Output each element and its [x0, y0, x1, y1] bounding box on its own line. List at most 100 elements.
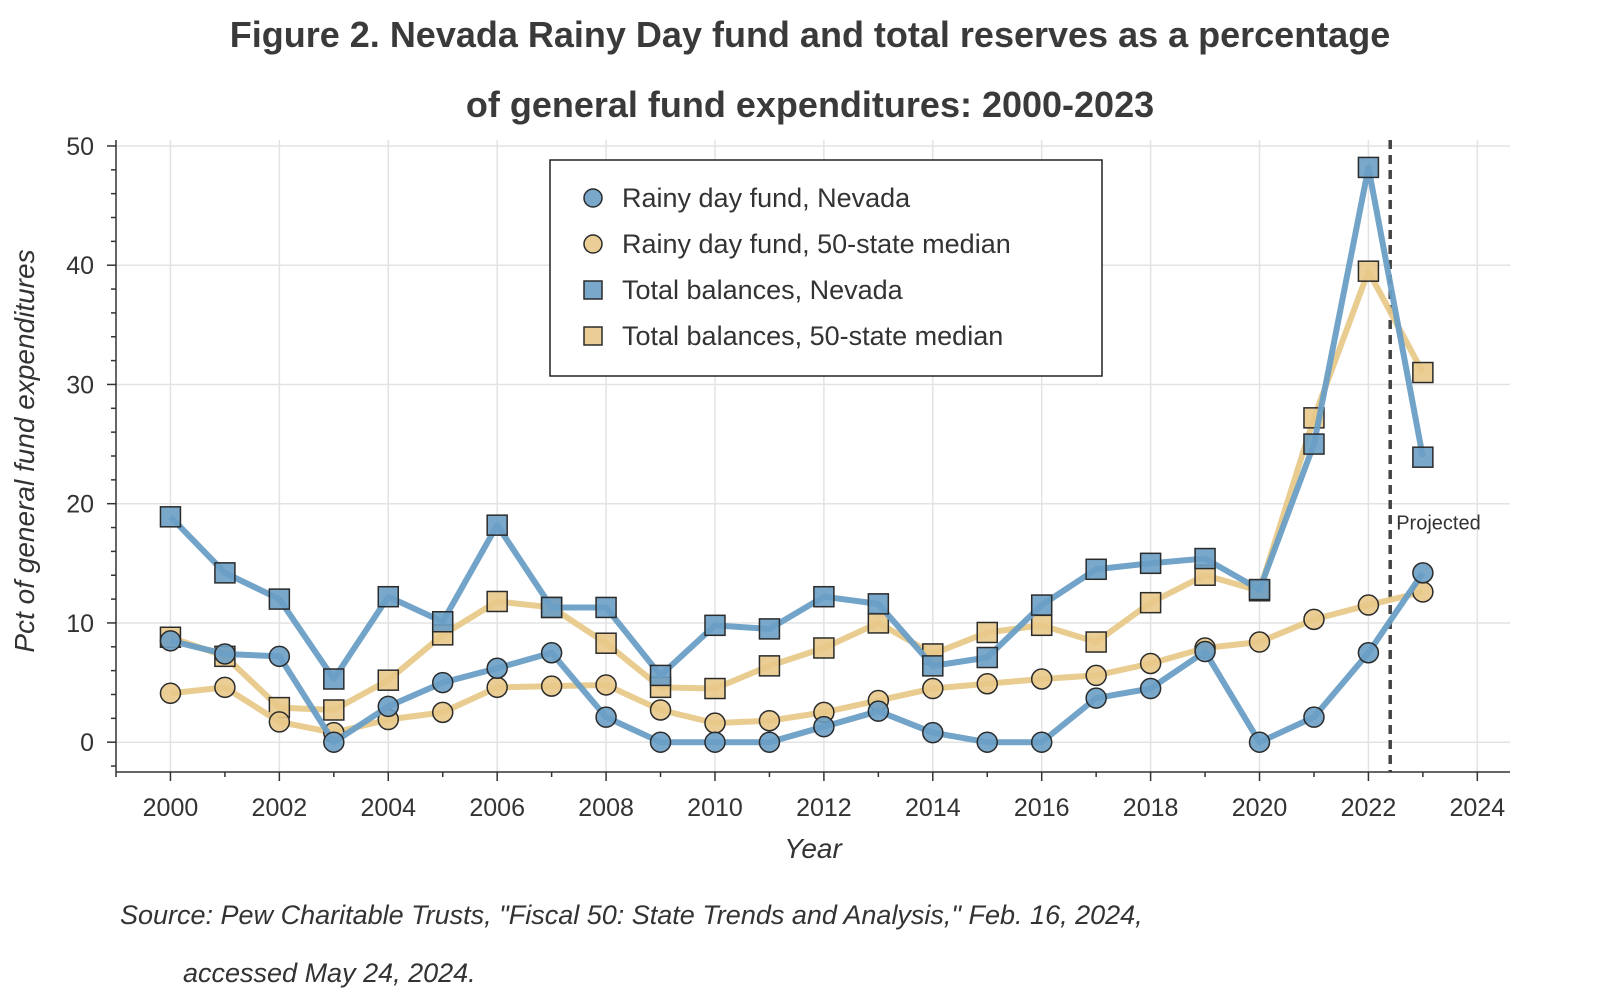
data-point-square — [378, 670, 398, 690]
data-point-circle — [542, 676, 562, 696]
legend-label: Total balances, 50-state median — [622, 321, 1003, 351]
data-point-circle — [487, 677, 507, 697]
data-point-square — [215, 563, 235, 583]
data-point-circle — [705, 732, 725, 752]
data-point-circle — [215, 644, 235, 664]
data-point-circle — [160, 683, 180, 703]
data-point-square — [759, 656, 779, 676]
data-point-square — [977, 622, 997, 642]
y-tick-label: 0 — [80, 729, 94, 757]
data-point-circle — [923, 679, 943, 699]
data-point-circle — [759, 711, 779, 731]
x-tick-label: 2000 — [143, 794, 199, 822]
x-tick-label: 2012 — [796, 794, 852, 822]
x-tick-label: 2018 — [1123, 794, 1179, 822]
data-point-square — [1086, 632, 1106, 652]
y-tick-label: 30 — [66, 371, 94, 399]
data-point-square — [596, 597, 616, 617]
x-tick-label: 2004 — [360, 794, 416, 822]
data-point-square — [324, 669, 344, 689]
data-point-square — [705, 679, 725, 699]
x-tick-label: 2010 — [687, 794, 743, 822]
data-point-circle — [215, 677, 235, 697]
data-point-square — [1141, 553, 1161, 573]
data-point-circle — [1086, 688, 1106, 708]
data-point-circle — [814, 717, 834, 737]
legend-label: Rainy day fund, Nevada — [622, 183, 911, 213]
data-point-circle — [977, 674, 997, 694]
data-point-circle — [977, 732, 997, 752]
x-tick-label: 2014 — [905, 794, 961, 822]
data-point-circle — [1304, 707, 1324, 727]
data-point-square — [1358, 157, 1378, 177]
data-point-square — [977, 648, 997, 668]
data-point-square — [1032, 615, 1052, 635]
y-tick-label: 40 — [66, 252, 94, 280]
data-point-square — [1304, 434, 1324, 454]
data-point-square — [651, 665, 671, 685]
data-point-circle — [269, 712, 289, 732]
data-point-circle — [542, 643, 562, 663]
data-point-circle — [324, 732, 344, 752]
data-point-circle — [1304, 609, 1324, 629]
data-point-square — [269, 589, 289, 609]
data-point-circle — [160, 631, 180, 651]
x-tick-label: 2006 — [469, 794, 525, 822]
legend-marker-square — [584, 281, 602, 299]
data-point-square — [814, 587, 834, 607]
data-point-square — [1032, 595, 1052, 615]
data-point-circle — [596, 675, 616, 695]
data-point-circle — [596, 707, 616, 727]
data-point-square — [487, 591, 507, 611]
data-point-circle — [1250, 632, 1270, 652]
data-point-square — [1413, 363, 1433, 383]
data-point-circle — [433, 673, 453, 693]
data-point-circle — [1086, 665, 1106, 685]
data-point-circle — [1032, 732, 1052, 752]
y-tick-label: 50 — [66, 133, 94, 161]
x-tick-label: 2008 — [578, 794, 634, 822]
legend-marker-circle — [584, 235, 602, 253]
projection-marker: Projected — [1390, 140, 1481, 772]
data-point-circle — [1141, 653, 1161, 673]
x-tick-label: 2002 — [252, 794, 308, 822]
data-point-square — [1141, 593, 1161, 613]
legend-marker-circle — [584, 189, 602, 207]
data-point-circle — [759, 732, 779, 752]
projection-label: Projected — [1396, 513, 1481, 535]
data-point-circle — [487, 658, 507, 678]
data-point-square — [923, 656, 943, 676]
data-point-circle — [868, 701, 888, 721]
data-point-square — [1413, 447, 1433, 467]
data-point-square — [1250, 580, 1270, 600]
data-point-circle — [1358, 595, 1378, 615]
legend-label: Total balances, Nevada — [622, 275, 904, 305]
source-line2: accessed May 24, 2024. — [183, 958, 476, 989]
data-point-circle — [923, 723, 943, 743]
data-point-square — [1086, 559, 1106, 579]
data-point-square — [160, 507, 180, 527]
data-point-square — [542, 597, 562, 617]
data-point-circle — [705, 713, 725, 733]
data-point-square — [759, 619, 779, 639]
x-tick-label: 2024 — [1450, 794, 1506, 822]
data-point-circle — [1413, 563, 1433, 583]
legend: Rainy day fund, Nevada Rainy day fund, 50… — [550, 160, 1102, 376]
data-point-square — [596, 633, 616, 653]
data-point-circle — [269, 646, 289, 666]
y-axis-label: Pct of general fund expenditures — [9, 249, 40, 652]
data-point-circle — [378, 696, 398, 716]
data-point-circle — [651, 700, 671, 720]
source-line1: Source: Pew Charitable Trusts, "Fiscal 5… — [120, 900, 1143, 931]
data-point-circle — [651, 732, 671, 752]
data-point-circle — [1032, 669, 1052, 689]
y-tick-label: 20 — [66, 491, 94, 519]
x-tick-label: 2016 — [1014, 794, 1070, 822]
data-point-square — [378, 587, 398, 607]
data-point-square — [868, 594, 888, 614]
data-point-square — [1195, 549, 1215, 569]
data-point-square — [705, 615, 725, 635]
data-point-square — [324, 700, 344, 720]
y-tick-label: 10 — [66, 610, 94, 638]
